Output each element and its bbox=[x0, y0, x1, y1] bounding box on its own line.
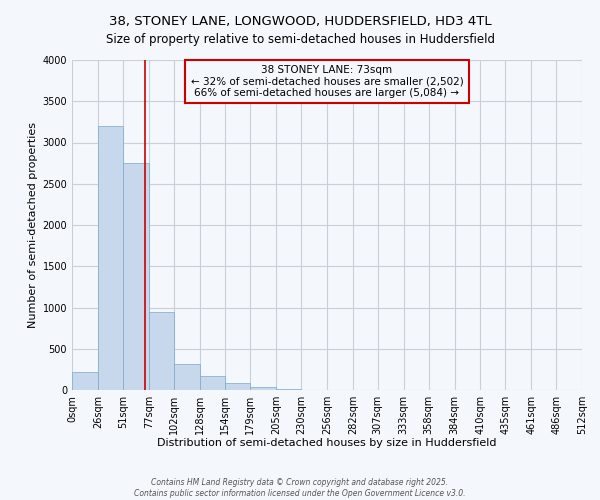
Bar bbox=[72, 372, 98, 390]
Bar bbox=[123, 163, 149, 390]
Bar bbox=[276, 389, 301, 390]
Bar bbox=[226, 382, 250, 390]
Text: Contains HM Land Registry data © Crown copyright and database right 2025.
Contai: Contains HM Land Registry data © Crown c… bbox=[134, 478, 466, 498]
Text: Size of property relative to semi-detached houses in Huddersfield: Size of property relative to semi-detach… bbox=[106, 32, 494, 46]
Bar bbox=[98, 126, 123, 390]
Text: 38, STONEY LANE, LONGWOOD, HUDDERSFIELD, HD3 4TL: 38, STONEY LANE, LONGWOOD, HUDDERSFIELD,… bbox=[109, 15, 491, 28]
Bar bbox=[250, 387, 276, 390]
Y-axis label: Number of semi-detached properties: Number of semi-detached properties bbox=[28, 122, 38, 328]
Bar bbox=[199, 376, 226, 390]
Bar bbox=[149, 312, 173, 390]
X-axis label: Distribution of semi-detached houses by size in Huddersfield: Distribution of semi-detached houses by … bbox=[157, 438, 497, 448]
Text: 38 STONEY LANE: 73sqm
← 32% of semi-detached houses are smaller (2,502)
66% of s: 38 STONEY LANE: 73sqm ← 32% of semi-deta… bbox=[191, 65, 463, 98]
Bar bbox=[173, 364, 199, 390]
